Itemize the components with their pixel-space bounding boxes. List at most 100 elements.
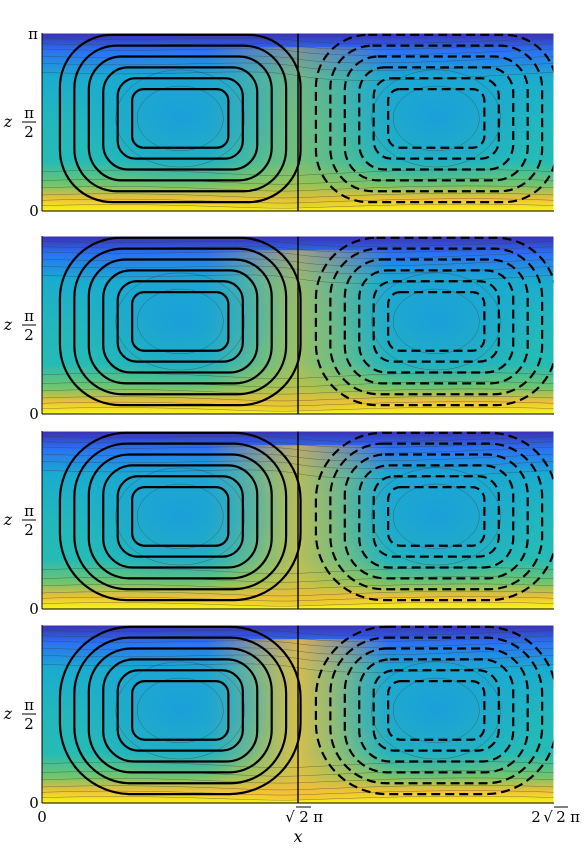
isotherm-loop	[115, 467, 246, 566]
isotherm-loop	[115, 661, 246, 760]
z-tick-pi-half-den: 2	[24, 715, 34, 733]
streamline-positive	[73, 442, 288, 591]
streamline-positive	[102, 464, 259, 569]
z-tick-pi-half-den: 2	[24, 521, 34, 539]
z-tick-pi-half-num: π	[24, 502, 34, 520]
streamline-positive	[102, 269, 259, 374]
isotherm-loop	[115, 69, 246, 168]
cool-core-left	[77, 47, 283, 190]
streamline-negative	[372, 77, 500, 160]
streamline-positive	[58, 33, 302, 204]
x-axis: 0 √ 2 π 2 √ 2 π x	[37, 806, 580, 846]
streamline-negative	[314, 625, 554, 796]
isotherm-loop	[136, 483, 224, 550]
panel-2: 0 π2z	[3, 235, 555, 423]
z-tick-pi-half-den: 2	[24, 123, 34, 141]
z-tick-0: 0	[29, 202, 39, 220]
z-axis-label: z	[3, 510, 13, 529]
isotherm-loop	[136, 677, 224, 744]
isotherm-loop	[371, 69, 502, 168]
x-tick-sqrt-arg: 2	[299, 808, 309, 826]
cool-core-right	[333, 250, 539, 393]
streamline-negative	[343, 647, 529, 774]
x-tick-pi: π	[570, 808, 580, 826]
streamline-negative	[387, 680, 486, 741]
streamline-positive	[58, 431, 302, 602]
z-axis-label: z	[3, 112, 13, 131]
z-tick-pi: π	[28, 25, 38, 43]
cool-core-right	[333, 47, 539, 190]
streamline-positive	[116, 475, 244, 558]
streamline-positive	[116, 77, 244, 160]
streamline-negative	[329, 44, 544, 193]
z-tick-0: 0	[29, 600, 39, 618]
z-tick-0: 0	[29, 405, 39, 423]
isotherm-loop	[115, 272, 246, 371]
x-axis-label: x	[293, 827, 302, 846]
cool-core-right	[333, 639, 539, 782]
panel-4: 0 π2z	[3, 624, 555, 812]
z-tick-pi-half-num: π	[24, 104, 34, 122]
z-axis-label: z	[3, 315, 13, 334]
streamline-positive	[131, 680, 230, 741]
x-tick-coef: 2	[531, 808, 541, 826]
streamline-positive	[58, 625, 302, 796]
isotherm-loop	[371, 661, 502, 760]
panel-3: 0 π2z	[3, 430, 555, 618]
cool-core-left	[77, 639, 283, 782]
streamline-negative	[372, 669, 500, 752]
streamline-negative	[329, 442, 544, 591]
streamline-positive	[87, 258, 273, 385]
x-tick-pi: π	[313, 808, 323, 826]
streamline-negative	[329, 636, 544, 785]
z-tick-pi-half-num: π	[24, 307, 34, 325]
isotherm-loop	[392, 677, 480, 744]
streamline-positive	[102, 66, 259, 171]
z-axis-label: z	[3, 704, 13, 723]
x-tick-sqrt2pi: √ 2 π	[285, 806, 323, 826]
streamline-negative	[372, 475, 500, 558]
x-tick-2sqrt2pi: 2 √ 2 π	[531, 806, 580, 826]
x-tick-sqrt-sign: √	[285, 808, 295, 826]
streamline-negative	[343, 453, 529, 580]
streamline-positive	[131, 88, 230, 149]
streamlines	[58, 33, 554, 204]
streamline-positive	[87, 55, 273, 182]
streamline-negative	[387, 88, 486, 149]
z-tick-pi-half-num: π	[24, 696, 34, 714]
isotherm-loop	[392, 288, 480, 355]
z-tick-0: 0	[29, 794, 39, 812]
cool-core-left	[77, 445, 283, 588]
streamline-positive	[87, 647, 273, 774]
isotherm-loop	[371, 272, 502, 371]
isotherm-loop	[392, 483, 480, 550]
streamline-positive	[102, 658, 259, 763]
streamline-negative	[358, 66, 515, 171]
streamline-positive	[116, 280, 244, 363]
streamline-negative	[358, 269, 515, 374]
isotherm-loop	[136, 288, 224, 355]
streamline-positive	[73, 247, 288, 396]
streamline-positive	[87, 453, 273, 580]
cool-core-left	[77, 250, 283, 393]
x-tick-sqrt-arg: 2	[556, 808, 566, 826]
streamline-positive	[131, 486, 230, 547]
isotherm-loop	[392, 85, 480, 152]
streamline-negative	[343, 55, 529, 182]
isotherm-loop	[136, 85, 224, 152]
streamline-negative	[343, 258, 529, 385]
streamline-positive	[131, 291, 230, 352]
streamlines	[58, 431, 554, 602]
streamline-negative	[387, 486, 486, 547]
streamline-negative	[358, 464, 515, 569]
streamline-negative	[358, 658, 515, 763]
z-tick-pi-half-den: 2	[24, 326, 34, 344]
streamline-negative	[372, 280, 500, 363]
cool-core-right	[333, 445, 539, 588]
streamline-negative	[387, 291, 486, 352]
streamlines	[58, 625, 554, 796]
streamline-positive	[58, 236, 302, 407]
streamline-positive	[73, 44, 288, 193]
